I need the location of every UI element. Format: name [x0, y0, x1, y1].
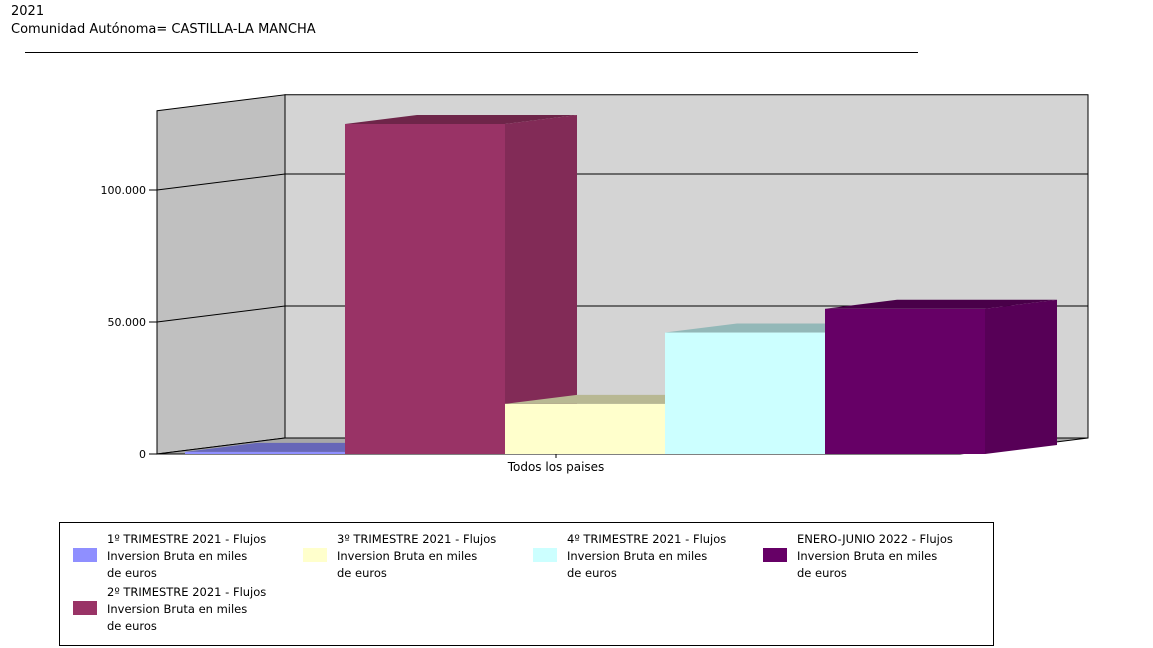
header-divider	[25, 52, 918, 53]
chart-gridlines	[156, 173, 1088, 323]
bar-front	[185, 451, 345, 454]
bar-side	[985, 299, 1057, 454]
region-filter-label: Comunidad Autónoma= CASTILLA-LA MANCHA	[11, 22, 316, 37]
legend-swatch	[73, 548, 97, 562]
bar-side	[505, 115, 577, 454]
legend-swatch	[303, 548, 327, 562]
x-category-label: Todos los paises	[507, 460, 605, 474]
legend-label: ENERO-JUNIO 2022 - Flujos Inversion Brut…	[797, 532, 953, 580]
gridline	[156, 173, 1088, 191]
y-axis: 0 50.000 100.000	[101, 110, 158, 461]
report-year: 2021	[11, 4, 45, 19]
bar	[825, 299, 1057, 454]
bar-front	[505, 403, 665, 454]
legend-label: 2º TRIMESTRE 2021 - Flujos Inversion Bru…	[107, 585, 267, 633]
x-axis: Todos los paises	[507, 454, 605, 474]
bar	[345, 115, 577, 454]
chart-legend: 1º TRIMESTRE 2021 - Flujos Inversion Bru…	[59, 522, 994, 646]
y-tick-label: 50.000	[108, 316, 147, 329]
legend-label: 3º TRIMESTRE 2021 - Flujos Inversion Bru…	[337, 532, 497, 580]
bar-top	[345, 115, 577, 124]
legend-label: 1º TRIMESTRE 2021 - Flujos Inversion Bru…	[107, 532, 267, 580]
gridline	[156, 305, 1088, 323]
bar-front	[825, 308, 985, 454]
y-tick-label: 100.000	[101, 184, 147, 197]
chart-bars	[185, 115, 1057, 454]
legend-swatch	[763, 548, 787, 562]
legend-label: 4º TRIMESTRE 2021 - Flujos Inversion Bru…	[567, 532, 727, 580]
y-tick-label: 0	[139, 448, 146, 461]
bar-front	[665, 332, 825, 454]
bar-top	[825, 299, 1057, 309]
bar-chart: 0 50.000 100.000 Todos los paises	[101, 94, 1089, 474]
bar-front	[345, 124, 505, 454]
legend-swatch	[533, 548, 557, 562]
legend-swatch	[73, 601, 97, 615]
side-wall	[156, 94, 286, 455]
